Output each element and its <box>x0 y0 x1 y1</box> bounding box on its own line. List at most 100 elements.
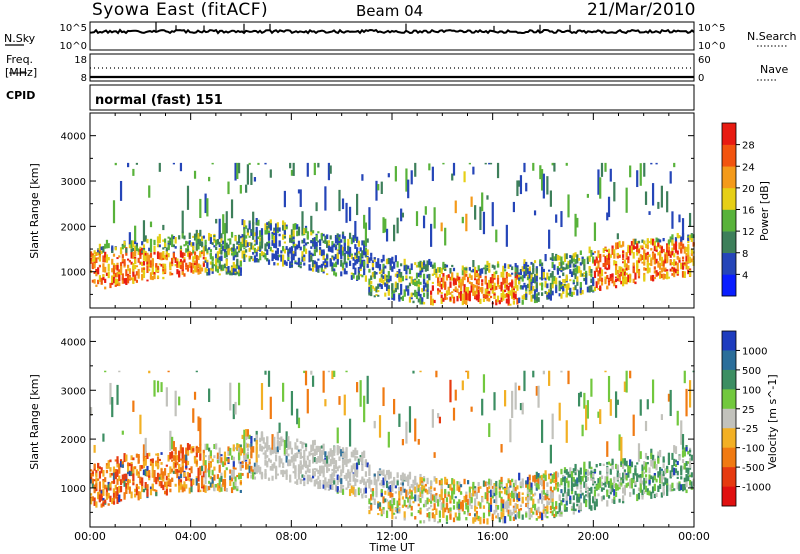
data-cell <box>606 286 609 290</box>
data-cell <box>347 480 350 489</box>
data-cell <box>422 215 426 229</box>
data-cell <box>553 256 556 261</box>
data-cell <box>132 466 135 474</box>
data-cell <box>486 294 489 299</box>
data-cell <box>470 270 473 273</box>
data-cell <box>475 272 479 277</box>
data-cell <box>389 473 392 478</box>
data-cell <box>370 502 373 506</box>
data-cell <box>105 272 109 276</box>
data-cell <box>544 510 547 518</box>
data-cell <box>572 476 575 482</box>
data-cell <box>630 461 634 467</box>
data-cell <box>659 244 662 249</box>
data-cell <box>241 234 244 240</box>
data-cell <box>93 271 96 274</box>
data-cell <box>401 504 405 508</box>
data-cell <box>533 210 537 216</box>
data-cell <box>569 495 572 500</box>
data-cell <box>613 280 616 287</box>
data-cell <box>338 465 341 469</box>
data-cell <box>361 174 364 181</box>
data-cell <box>322 458 325 465</box>
data-cell <box>116 486 119 495</box>
data-cell <box>602 248 605 253</box>
data-cell <box>424 488 427 493</box>
data-cell <box>384 218 387 233</box>
data-cell <box>119 481 123 485</box>
data-cell <box>641 255 644 261</box>
data-cell <box>160 473 163 481</box>
data-cell <box>438 480 442 486</box>
data-cell <box>588 256 591 259</box>
data-cell <box>304 370 308 386</box>
data-cell <box>389 491 392 498</box>
data-cell <box>313 457 316 463</box>
data-cell <box>532 504 535 509</box>
data-cell <box>377 184 380 191</box>
data-cell <box>109 459 112 463</box>
data-cell <box>438 289 442 293</box>
data-cell <box>334 272 338 277</box>
data-cell <box>373 257 376 260</box>
data-cell <box>685 461 688 465</box>
data-cell <box>653 276 656 280</box>
data-cell <box>465 273 468 277</box>
data-cell <box>200 250 204 253</box>
data-cell <box>329 235 332 240</box>
data-cell <box>444 491 447 498</box>
data-cell <box>556 255 560 259</box>
data-cell <box>204 267 207 273</box>
data-cell <box>560 478 563 484</box>
data-cell <box>100 246 103 251</box>
data-cell <box>671 211 674 229</box>
data-cell <box>579 493 582 499</box>
data-cell <box>472 284 475 291</box>
data-cell <box>206 271 209 276</box>
data-cell <box>142 267 146 270</box>
data-cell <box>669 389 672 417</box>
data-cell <box>134 245 137 250</box>
data-cell <box>126 482 130 490</box>
data-cell <box>375 479 378 487</box>
data-cell <box>132 168 135 176</box>
data-cell <box>304 460 308 469</box>
data-cell <box>533 290 537 298</box>
data-cell <box>135 265 139 268</box>
data-cell <box>255 222 258 226</box>
data-cell <box>500 476 503 482</box>
data-cell <box>431 298 434 306</box>
data-cell <box>225 268 228 272</box>
data-cell <box>405 264 408 271</box>
data-cell <box>121 261 124 264</box>
data-cell <box>255 439 258 463</box>
data-cell <box>333 370 336 377</box>
data-cell <box>607 481 611 488</box>
data-cell <box>481 282 484 286</box>
data-cell <box>440 492 443 500</box>
data-cell <box>320 233 323 240</box>
data-cell <box>282 259 285 266</box>
data-cell <box>220 233 223 239</box>
data-cell <box>655 245 658 252</box>
data-cell <box>169 430 172 451</box>
data-cell <box>456 501 459 509</box>
data-cell <box>197 263 200 268</box>
data-cell <box>415 482 419 488</box>
data-cell <box>144 458 147 466</box>
data-cell <box>488 483 491 488</box>
data-cell <box>356 382 359 393</box>
data-cell <box>218 477 221 486</box>
power-colorbar-label: Power [dB] <box>758 181 771 241</box>
data-cell <box>377 513 380 516</box>
data-cell <box>186 460 190 466</box>
data-cell <box>327 243 331 247</box>
data-cell <box>565 491 568 495</box>
data-cell <box>555 286 558 294</box>
data-cell <box>112 200 116 224</box>
data-cell <box>334 463 338 469</box>
data-cell <box>535 275 538 282</box>
data-cell <box>535 293 538 297</box>
data-cell <box>285 455 288 463</box>
